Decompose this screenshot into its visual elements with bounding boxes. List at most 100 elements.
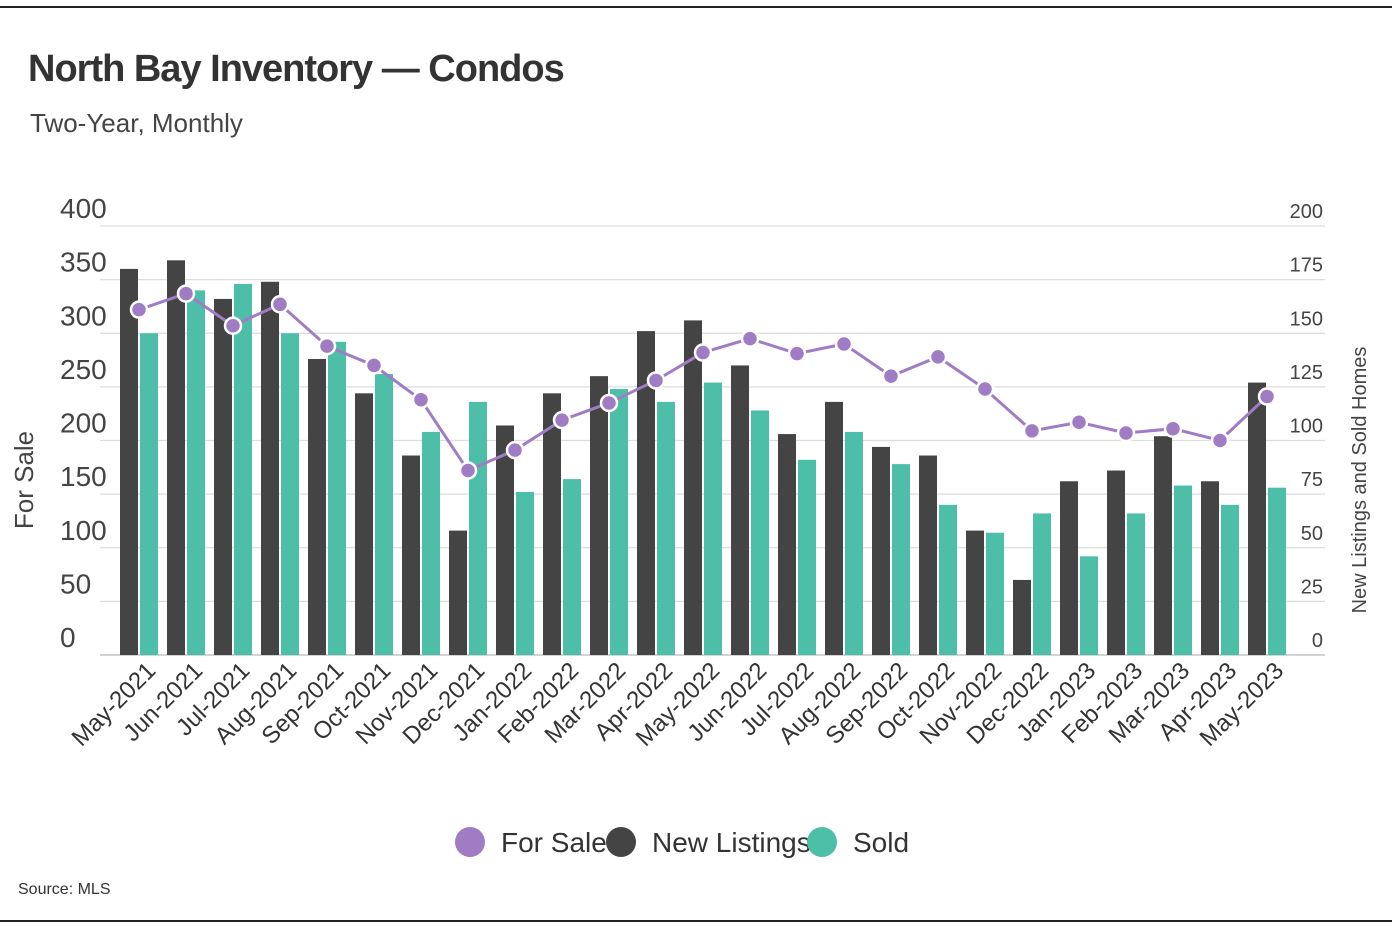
bar-sold [516, 491, 534, 655]
chart-subtitle: Two-Year, Monthly [30, 108, 243, 138]
point-for-sale [458, 461, 478, 480]
bar-sold [1268, 487, 1286, 655]
y-right-tick-label: 125 [1290, 362, 1323, 384]
bar-sold [1080, 556, 1098, 655]
point-for-sale [693, 343, 713, 362]
point-for-sale [223, 316, 243, 335]
y-tick-label: 350 [60, 247, 107, 278]
point-for-sale [1116, 423, 1136, 443]
bar-sold [563, 479, 581, 655]
bar-sold [1174, 485, 1192, 655]
point-for-sale [646, 371, 666, 390]
bar-new-listings [1060, 481, 1078, 655]
point-for-sale [129, 300, 149, 319]
legend-label: For Sale [501, 827, 607, 858]
point-for-sale [881, 366, 901, 386]
point-for-sale [787, 344, 807, 363]
bar-sold [798, 459, 816, 655]
y-tick-label: 300 [60, 300, 107, 331]
y-right-tick-label: 175 [1290, 255, 1323, 277]
bar-sold [845, 431, 863, 655]
bar-new-listings [590, 376, 608, 655]
bar-new-listings [1154, 436, 1172, 655]
bar-sold [657, 401, 675, 655]
point-for-sale [740, 329, 760, 348]
bar-new-listings [355, 393, 373, 655]
bar-new-listings [731, 365, 749, 655]
bar-new-listings [167, 260, 185, 655]
bar-new-listings [919, 455, 937, 655]
y-tick-label: 200 [60, 408, 107, 439]
legend-label: New Listings [652, 827, 811, 858]
bottom-rule [0, 920, 1392, 922]
y-tick-label: 0 [60, 622, 76, 653]
bar-sold [328, 341, 346, 655]
bar-new-listings [1107, 470, 1125, 655]
bar-new-listings [214, 298, 232, 655]
bar-new-listings [543, 393, 561, 655]
point-for-sale [1163, 419, 1183, 438]
bar-sold [751, 410, 769, 655]
point-for-sale [599, 393, 619, 413]
y-tick-label: 50 [60, 568, 91, 599]
bar-sold [187, 290, 205, 655]
y-right-tick-label: 100 [1290, 416, 1323, 438]
bar-sold [892, 464, 910, 655]
point-for-sale [552, 410, 572, 430]
y-right-tick-label: 25 [1301, 576, 1323, 598]
bar-new-listings [1013, 579, 1031, 655]
bar-new-listings [1201, 481, 1219, 655]
bar-sold [704, 382, 722, 655]
chart-title: North Bay Inventory — Condos [28, 48, 565, 90]
point-for-sale [928, 347, 948, 367]
legend-swatch [807, 827, 837, 857]
bar-new-listings [872, 446, 890, 655]
point-for-sale [1210, 431, 1230, 450]
point-for-sale [270, 295, 290, 314]
bar-new-listings [637, 331, 655, 655]
legend-swatch [455, 827, 485, 857]
bar-new-listings [684, 320, 702, 655]
bar-sold [140, 333, 158, 655]
bar-sold [610, 389, 628, 655]
point-for-sale [834, 334, 854, 354]
legend-swatch [606, 827, 636, 857]
y-right-axis-label: New Listings and Sold Homes [1349, 347, 1371, 614]
bar-sold [375, 374, 393, 655]
bar-sold [281, 333, 299, 655]
point-for-sale [364, 356, 384, 375]
bar-new-listings [261, 281, 279, 655]
y-right-tick-label: 50 [1301, 523, 1323, 545]
bar-new-listings [308, 358, 326, 655]
point-for-sale [505, 440, 525, 460]
legend-label: Sold [853, 827, 909, 858]
y-tick-label: 100 [60, 515, 107, 546]
bar-sold [1221, 504, 1239, 655]
point-for-sale [975, 379, 995, 399]
bar-new-listings [402, 455, 420, 655]
bar-sold [939, 504, 957, 655]
y-right-tick-label: 150 [1290, 308, 1323, 330]
point-for-sale [1069, 413, 1089, 432]
y-tick-label: 400 [60, 193, 107, 224]
bar-new-listings [120, 268, 138, 655]
point-for-sale [317, 336, 337, 356]
y-tick-label: 150 [60, 461, 107, 492]
point-for-sale [176, 284, 196, 303]
bar-sold [1033, 513, 1051, 655]
point-for-sale [1022, 421, 1042, 441]
source-note: Source: MLS [18, 881, 111, 898]
top-rule [0, 6, 1392, 8]
point-for-sale [1257, 387, 1277, 406]
y-right-tick-label: 0 [1312, 630, 1323, 652]
bar-new-listings [966, 530, 984, 655]
bar-sold [234, 283, 252, 655]
bar-sold [469, 401, 487, 655]
y-tick-label: 250 [60, 354, 107, 385]
bar-sold [422, 431, 440, 655]
bar-new-listings [496, 425, 514, 655]
bar-new-listings [449, 530, 467, 655]
y-right-tick-label: 200 [1290, 201, 1323, 223]
bar-sold [1127, 513, 1145, 655]
